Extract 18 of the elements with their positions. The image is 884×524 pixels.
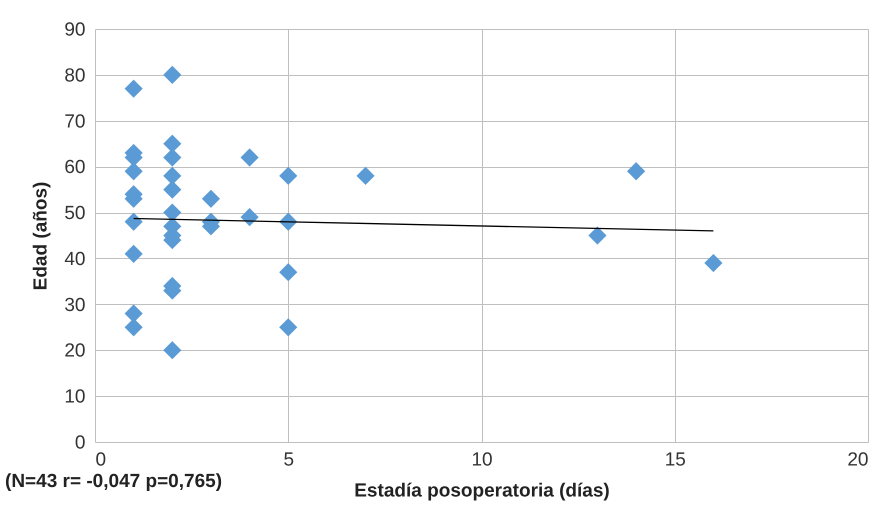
text: (N=43 r= -0,047 p=0,765) [5, 471, 222, 492]
y-tick-label: 20 [64, 340, 86, 362]
x-tick-label: 20 [847, 450, 868, 470]
y-tick-label: 40 [64, 248, 86, 270]
y-tick-label: 0 [74, 432, 86, 454]
x-tick-label: 0 [96, 450, 106, 470]
y-axis-title: Edad (años) [30, 182, 52, 290]
y-tick-label: 80 [64, 65, 86, 86]
y-tick-label: 70 [64, 111, 86, 132]
y-tick-label: 30 [64, 294, 86, 316]
x-axis-title: Estadía posoperatoria (días) [354, 480, 610, 502]
y-tick-label: 10 [64, 386, 86, 408]
x-tick-label: 5 [283, 450, 294, 470]
x-tick-label: 10 [471, 450, 493, 470]
x-tick-label: 15 [664, 450, 686, 470]
y-tick-label: 90 [64, 20, 86, 40]
y-tick-label: 50 [64, 203, 86, 224]
y-tick-label: 60 [64, 157, 86, 178]
